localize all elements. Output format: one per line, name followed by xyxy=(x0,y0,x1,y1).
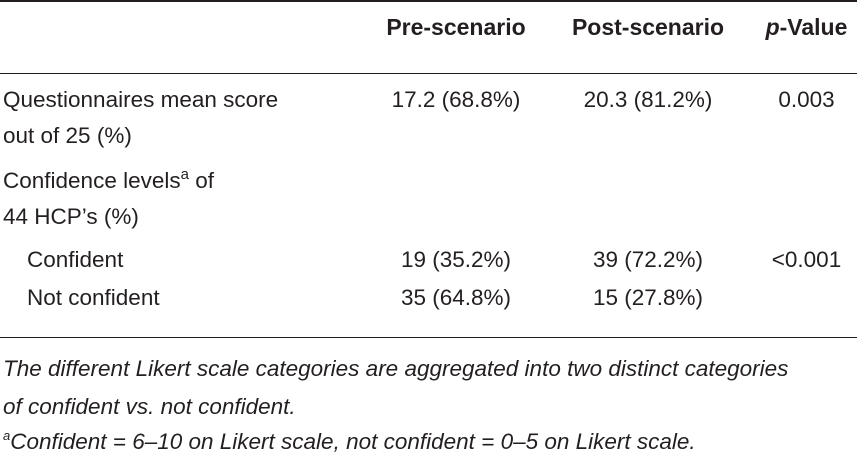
row-confident-pre: 19 (35.2%) xyxy=(400,247,512,272)
row-confidence-label-line1: Confidence levelsa of xyxy=(3,163,214,199)
row-confidence-label-line2: 44 HCP’s (%) xyxy=(3,204,139,229)
header-p-value: p-Value xyxy=(756,14,857,41)
row-questionnaire-p: 0.003 xyxy=(778,87,835,112)
header-p-rest: -Value xyxy=(779,14,848,40)
footnote-a-text: Confident = 6–10 on Likert scale, not co… xyxy=(10,429,696,454)
table-bottom-rule xyxy=(0,337,857,338)
row-not-confident-label: Not confident xyxy=(27,285,160,310)
row-confident-post: 39 (72.2%) xyxy=(592,247,704,272)
header-post-scenario: Post-scenario xyxy=(571,14,725,40)
row-questionnaire-post: 20.3 (81.2%) xyxy=(583,87,713,112)
table-header-rule xyxy=(0,73,857,74)
footnote-a-marker: a xyxy=(3,428,11,443)
row-not-confident-pre: 35 (64.8%) xyxy=(400,285,512,310)
row-confident-p: <0.001 xyxy=(771,247,842,272)
confidence-label-suffix: of xyxy=(188,168,214,193)
header-p-italic: p xyxy=(765,14,780,40)
footnote-a: aConfident = 6–10 on Likert scale, not c… xyxy=(3,424,853,460)
row-questionnaire-label-line2: out of 25 (%) xyxy=(3,123,132,148)
row-questionnaire-pre: 17.2 (68.8%) xyxy=(391,87,521,112)
confidence-label-text: Confidence levels xyxy=(3,168,181,193)
footnote-line1: The different Likert scale categories ar… xyxy=(3,356,789,381)
table-top-rule xyxy=(0,0,857,2)
row-questionnaire-label-line1: Questionnaires mean score xyxy=(3,87,279,112)
row-not-confident-post: 15 (27.8%) xyxy=(592,285,704,310)
footnote-line2: of confident vs. not confident. xyxy=(3,394,296,419)
row-confident-label: Confident xyxy=(27,247,124,272)
header-pre-scenario: Pre-scenario xyxy=(386,14,526,40)
footnote-marker-a: a xyxy=(180,166,189,183)
